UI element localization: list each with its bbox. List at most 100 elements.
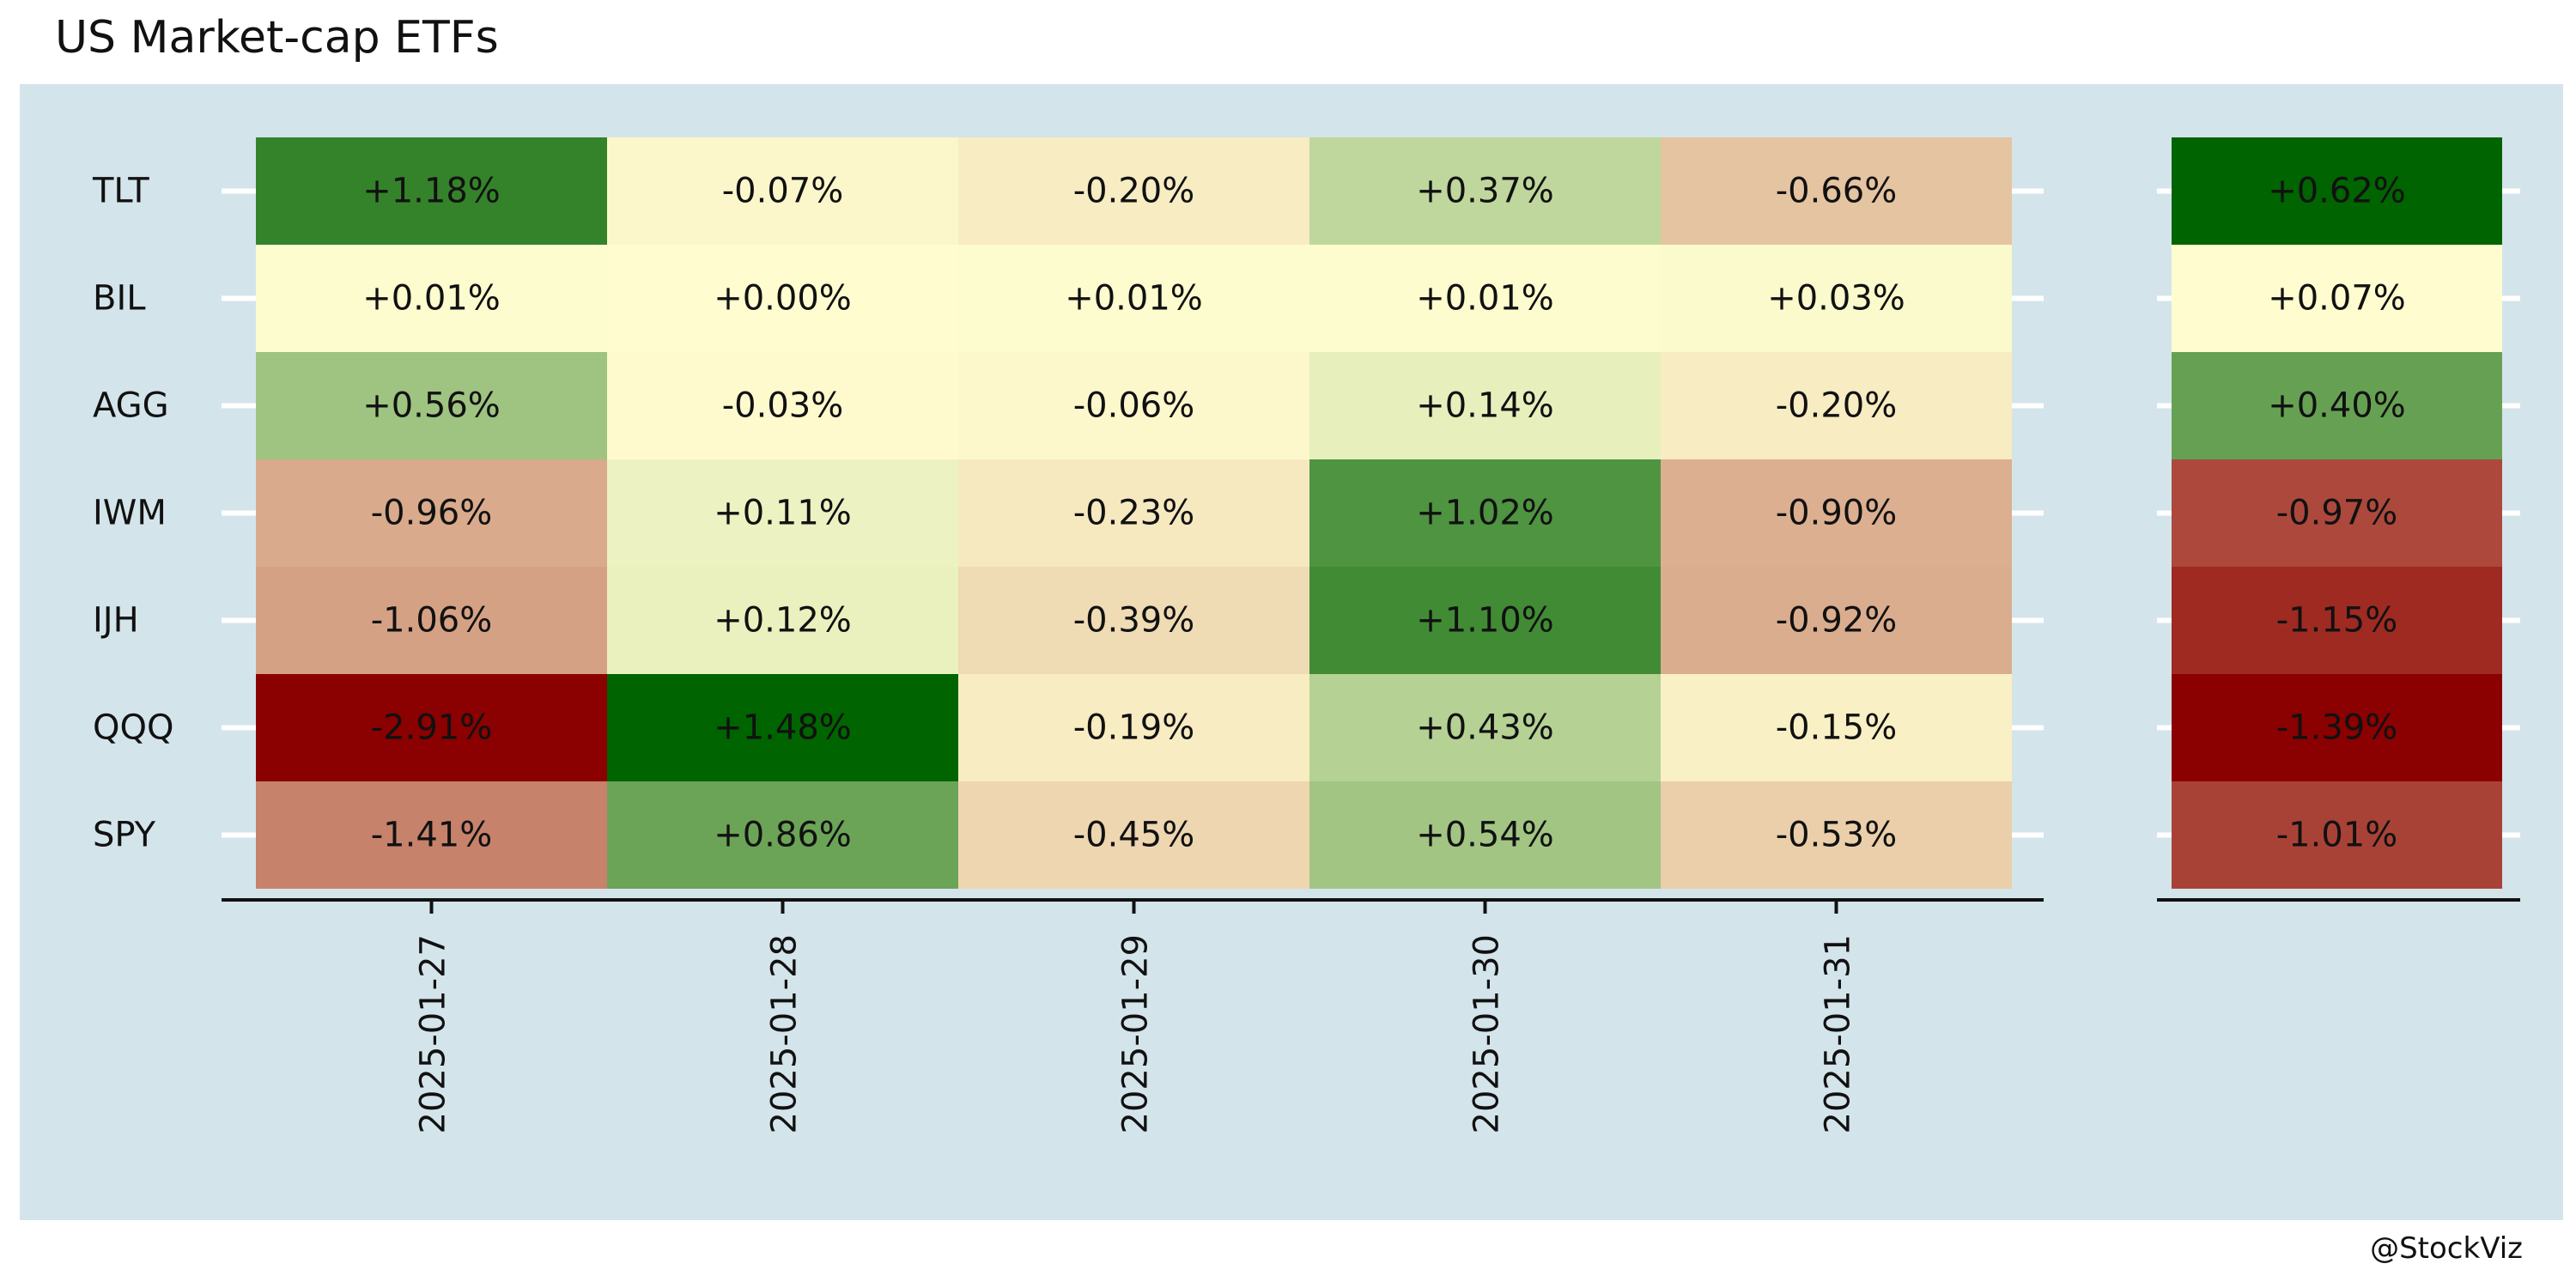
- cell-value-label: -1.39%: [2276, 708, 2398, 748]
- heatmap-cell: [256, 674, 607, 781]
- cell-value-label: -0.07%: [722, 172, 844, 211]
- heatmap-cell: [256, 459, 607, 567]
- y-tick-label: SPY: [93, 816, 156, 855]
- cell-value-label: -0.20%: [1073, 172, 1195, 211]
- heatmap-cell: [1661, 459, 2012, 567]
- y-tick-label: IWM: [93, 494, 167, 533]
- heatmap-cell: [1309, 459, 1661, 567]
- cell-value-label: -0.45%: [1073, 816, 1195, 855]
- heatmap-cell: [1309, 352, 1661, 459]
- daily-returns-heatmap: +1.18% -0.07% -0.20% +0.37% -0.66% +0.01% +0.0…: [92, 137, 2044, 1133]
- heatmap-cell: [958, 459, 1309, 567]
- cell-value-label: +0.01%: [362, 279, 501, 319]
- cell-value-label: +0.56%: [362, 386, 501, 426]
- heatmap-chart: +1.18% -0.07% -0.20% +0.37% -0.66% +0.01% +0.0…: [20, 84, 2563, 1220]
- heatmap-cell: [607, 459, 958, 567]
- heatmap-cell: [2172, 459, 2502, 567]
- heatmap-cell: [1661, 674, 2012, 781]
- heatmap-cell: [256, 781, 607, 889]
- heatmap-cell: [607, 567, 958, 674]
- heatmap-cell: [2172, 567, 2502, 674]
- heatmap-cell: [256, 352, 607, 459]
- cell-value-label: +0.43%: [1416, 708, 1554, 748]
- x-tick-label: 2025-01-28: [765, 934, 805, 1133]
- heatmap-cell: [1309, 245, 1661, 352]
- cell-value-label: +0.07%: [2268, 279, 2406, 319]
- cell-value-label: +0.01%: [1065, 279, 1203, 319]
- heatmap-cell: [1661, 137, 2012, 245]
- cell-value-label: +1.10%: [1416, 601, 1554, 641]
- heatmap-cell: [607, 781, 958, 889]
- y-tick-label: QQQ: [93, 708, 173, 748]
- heatmap-cell: [607, 674, 958, 781]
- heatmap-cell: [1309, 674, 1661, 781]
- cell-value-label: +0.00%: [714, 279, 852, 319]
- y-tick-label: AGG: [93, 386, 169, 426]
- heatmap-cell: [2172, 137, 2502, 245]
- x-tick-label: 2025-01-30: [1467, 934, 1507, 1133]
- heatmap-cell: [607, 352, 958, 459]
- cell-value-label: -0.39%: [1073, 601, 1195, 641]
- heatmap-cell: [958, 137, 1309, 245]
- cell-value-label: -0.19%: [1073, 708, 1195, 748]
- heatmap-cell: [1661, 245, 2012, 352]
- heatmap-cell: [1309, 781, 1661, 889]
- cell-value-label: +0.62%: [2268, 172, 2406, 211]
- y-tick-label: TLT: [92, 172, 149, 211]
- cell-value-label: -1.15%: [2276, 601, 2398, 641]
- cell-value-label: -0.96%: [371, 494, 493, 533]
- heatmap-cell: [958, 781, 1309, 889]
- heatmap-cell: [1661, 781, 2012, 889]
- chart-panel: +1.18% -0.07% -0.20% +0.37% -0.66% +0.01% +0.0…: [20, 84, 2563, 1220]
- cell-value-label: -0.03%: [722, 386, 844, 426]
- heatmap-cell: [2172, 674, 2502, 781]
- credit-label: @StockViz: [2370, 1231, 2523, 1266]
- heatmap-cell: [958, 674, 1309, 781]
- cell-value-label: -1.06%: [371, 601, 493, 641]
- cell-value-label: -0.15%: [1776, 708, 1898, 748]
- cell-value-label: +0.03%: [1767, 279, 1905, 319]
- cell-value-label: -0.23%: [1073, 494, 1195, 533]
- heatmap-cell: [2172, 245, 2502, 352]
- cell-value-label: -1.01%: [2276, 816, 2398, 855]
- cell-value-label: -0.66%: [1776, 172, 1898, 211]
- cell-value-label: +0.14%: [1416, 386, 1554, 426]
- cell-value-label: -0.90%: [1776, 494, 1898, 533]
- summary-returns-heatmap: +0.62% +0.07% +0.40% -0.97% -1.15% -1.39% -1.0…: [2157, 137, 2520, 902]
- page-title: US Market-cap ETFs: [55, 12, 499, 64]
- heatmap-cell: [256, 245, 607, 352]
- heatmap-cell: [2172, 781, 2502, 889]
- heatmap-cell: [607, 137, 958, 245]
- cell-value-label: -0.06%: [1073, 386, 1195, 426]
- cell-value-label: +0.11%: [714, 494, 852, 533]
- cell-value-label: +1.18%: [362, 172, 501, 211]
- heatmap-cell: [1661, 352, 2012, 459]
- heatmap-cell: [1309, 137, 1661, 245]
- cell-value-label: +1.48%: [714, 708, 852, 748]
- y-tick-label: IJH: [93, 601, 139, 641]
- cell-value-label: +0.40%: [2268, 386, 2406, 426]
- cell-value-label: +0.01%: [1416, 279, 1554, 319]
- heatmap-cell: [1309, 567, 1661, 674]
- cell-value-label: -1.41%: [371, 816, 493, 855]
- cell-value-label: +0.86%: [714, 816, 852, 855]
- heatmap-cell: [958, 567, 1309, 674]
- cell-value-label: +0.37%: [1416, 172, 1554, 211]
- y-tick-label: BIL: [93, 279, 146, 319]
- cell-value-label: -0.97%: [2276, 494, 2398, 533]
- cell-value-label: -2.91%: [371, 708, 493, 748]
- heatmap-cell: [1661, 567, 2012, 674]
- cell-value-label: -0.92%: [1776, 601, 1898, 641]
- heatmap-cell: [958, 352, 1309, 459]
- x-tick-label: 2025-01-29: [1116, 934, 1156, 1133]
- cell-value-label: +0.54%: [1416, 816, 1554, 855]
- heatmap-cell: [607, 245, 958, 352]
- heatmap-cell: [256, 567, 607, 674]
- cell-value-label: -0.53%: [1776, 816, 1898, 855]
- heatmap-cell: [2172, 352, 2502, 459]
- x-tick-label: 2025-01-31: [1819, 934, 1858, 1133]
- heatmap-cell: [958, 245, 1309, 352]
- cell-value-label: +0.12%: [714, 601, 852, 641]
- heatmap-cell: [256, 137, 607, 245]
- cell-value-label: +1.02%: [1416, 494, 1554, 533]
